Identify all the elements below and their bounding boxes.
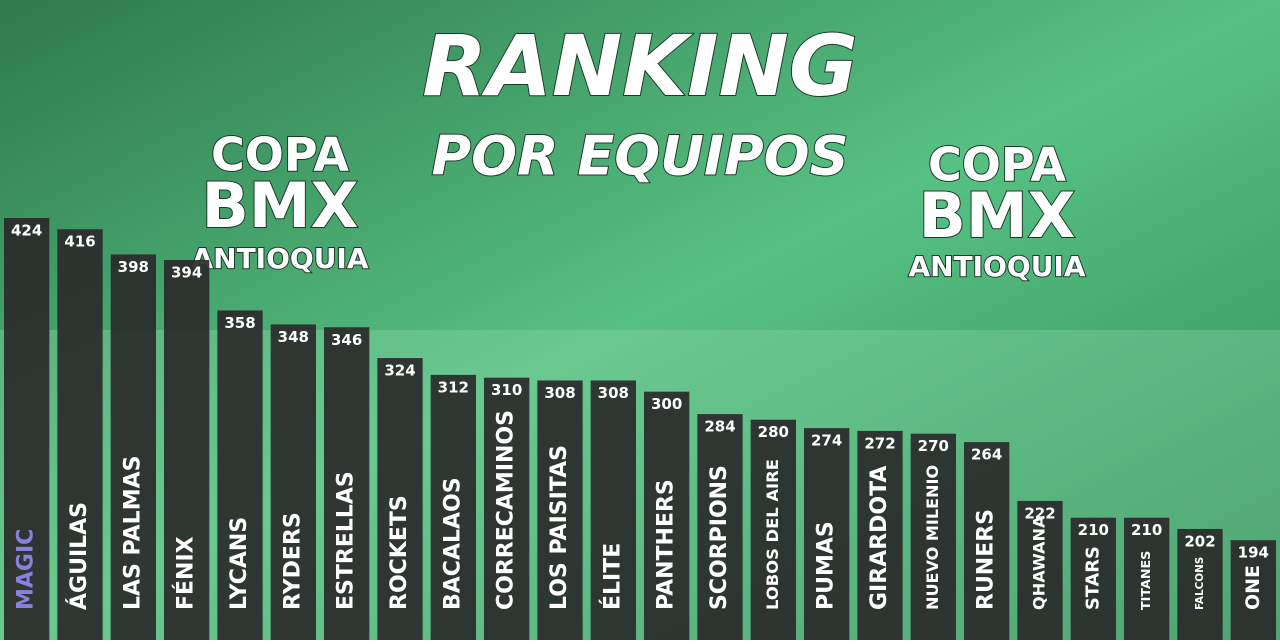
category-label: QHAWANA xyxy=(1030,515,1049,610)
category-label: PUMAS xyxy=(814,521,839,610)
logo-text: BMX xyxy=(919,179,1076,252)
category-label: CORRECAMINOS xyxy=(494,410,519,610)
value-label: 308 xyxy=(598,384,629,402)
bar xyxy=(1177,528,1223,640)
bar xyxy=(377,358,423,640)
category-label: STARS xyxy=(1082,546,1103,610)
category-label: MAGIC xyxy=(14,529,39,610)
category-label: ÉLITE xyxy=(599,543,625,610)
value-label: 394 xyxy=(171,264,202,282)
bar xyxy=(964,442,1010,640)
bar xyxy=(750,419,796,640)
bar xyxy=(430,374,476,640)
bar xyxy=(537,380,583,640)
value-label: 264 xyxy=(971,446,1002,464)
logo-text: ANTIOQUIA xyxy=(191,242,368,275)
bar xyxy=(857,430,903,640)
value-label: 424 xyxy=(11,222,42,240)
category-label: TITANES xyxy=(1138,551,1153,610)
category-label: LOBOS DEL AIRE xyxy=(763,459,782,610)
category-label: ÁGUILAS xyxy=(66,502,92,610)
bar xyxy=(1230,540,1276,640)
category-label: RUNERS xyxy=(974,509,999,610)
value-label: 348 xyxy=(278,328,309,346)
value-label: 272 xyxy=(864,434,895,452)
bar xyxy=(1017,500,1063,640)
bar xyxy=(910,433,956,640)
logo-text: COPA xyxy=(928,138,1066,192)
bar xyxy=(164,260,210,640)
bar xyxy=(644,391,690,640)
value-label: 398 xyxy=(118,258,149,276)
category-label: LOS PAISITAS xyxy=(547,445,572,610)
value-label: 312 xyxy=(438,378,469,396)
chart-title: RANKING xyxy=(422,17,858,115)
category-label: RYDERS xyxy=(280,512,305,610)
value-label: 210 xyxy=(1078,521,1109,539)
bar xyxy=(484,377,530,640)
value-label: 358 xyxy=(224,314,255,332)
category-label: ROCKETS xyxy=(387,495,412,610)
value-label: 210 xyxy=(1131,521,1162,539)
value-label: 194 xyxy=(1238,544,1269,562)
category-label: SCORPIONS xyxy=(707,465,732,610)
category-label: ESTRELLAS xyxy=(334,471,359,610)
value-label: 346 xyxy=(331,331,362,349)
bar xyxy=(110,254,156,640)
bar xyxy=(324,327,370,640)
value-label: 202 xyxy=(1184,532,1215,550)
bar xyxy=(590,380,636,640)
track xyxy=(0,330,1280,640)
bar xyxy=(57,229,103,641)
category-label: LAS PALMAS xyxy=(120,456,145,610)
bar xyxy=(697,414,743,640)
category-label: NUEVO MILENIO xyxy=(923,465,942,610)
value-label: 280 xyxy=(758,423,789,441)
value-label: 416 xyxy=(64,233,95,251)
value-label: 222 xyxy=(1024,504,1055,522)
chart-subtitle: POR EQUIPOS xyxy=(432,125,849,188)
bar xyxy=(4,218,50,640)
bar xyxy=(1124,517,1170,640)
value-label: 308 xyxy=(544,384,575,402)
category-label: GIRARDOTA xyxy=(867,466,892,610)
logo-text: BMX xyxy=(202,169,359,242)
category-label: FÉNIX xyxy=(173,536,199,610)
value-label: 274 xyxy=(811,432,842,450)
value-label: 324 xyxy=(384,362,415,380)
value-label: 270 xyxy=(918,437,949,455)
bar xyxy=(217,310,263,640)
bar xyxy=(1070,517,1116,640)
bar xyxy=(804,428,850,640)
logo-text: ANTIOQUIA xyxy=(908,250,1085,283)
logo-text: COPA xyxy=(211,128,349,182)
value-label: 284 xyxy=(704,418,735,436)
value-label: 300 xyxy=(651,395,682,413)
category-label: ONE xyxy=(1242,565,1264,610)
category-label: FALCONS xyxy=(1194,557,1206,610)
category-label: BACALAOS xyxy=(440,477,465,610)
category-label: LYCANS xyxy=(227,517,252,610)
bar xyxy=(270,324,316,640)
category-label: PANTHERS xyxy=(654,479,679,610)
value-label: 310 xyxy=(491,381,522,399)
